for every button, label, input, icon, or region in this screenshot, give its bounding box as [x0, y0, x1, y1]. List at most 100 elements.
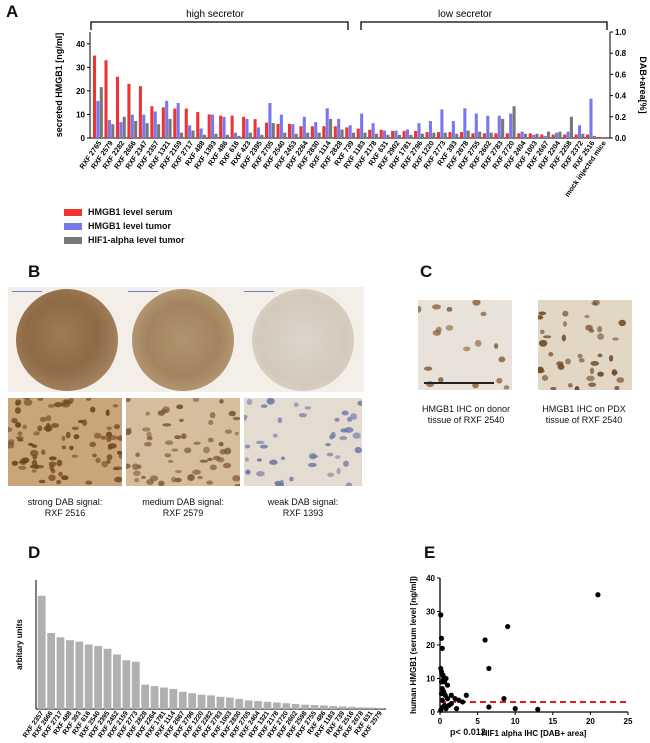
a-bar-tumor — [417, 123, 421, 138]
a-bar-hif — [352, 132, 356, 138]
e-point — [463, 692, 469, 698]
ihc-nucleus — [266, 398, 275, 405]
ihc-nucleus — [341, 410, 349, 416]
a-bar-serum — [448, 132, 452, 138]
a-ytick-label: 30 — [76, 63, 85, 72]
d-bar — [244, 700, 253, 709]
a-bar-tumor — [486, 115, 490, 138]
ihc-nucleus — [538, 339, 548, 347]
ihc-nucleus — [193, 441, 201, 445]
a-bar-tumor — [119, 122, 123, 138]
ihc-nucleus — [446, 306, 453, 312]
ihc-nucleus — [61, 445, 67, 450]
a-bar-hif — [237, 135, 241, 138]
e-point — [444, 682, 451, 688]
panel-e-xlabel: HIF1 alpha IHC [DAB+ area] — [482, 729, 587, 738]
ihc-nucleus — [184, 447, 192, 454]
a-bar-serum — [540, 134, 544, 138]
ihc-nucleus — [343, 460, 349, 467]
d-bar — [376, 707, 385, 709]
ihc-nucleus — [43, 425, 53, 432]
e-point — [459, 699, 466, 705]
d-bar — [131, 661, 140, 709]
ihc-nucleus — [224, 429, 233, 434]
ihc-nucleus — [616, 377, 625, 383]
caption-medium: medium DAB signal: RXF 2579 — [142, 497, 224, 518]
d-bar — [282, 703, 291, 709]
ihc-nucleus — [146, 431, 152, 438]
e-point — [505, 623, 511, 630]
ihc-nucleus — [86, 398, 92, 401]
ihc-nucleus — [340, 428, 349, 433]
e-xtick-label: 25 — [624, 717, 633, 726]
d-bar — [113, 654, 121, 709]
caption-strong: strong DAB signal: RXF 2516 — [27, 497, 103, 518]
e-ytick-label: 10 — [426, 675, 435, 684]
legend-label-serum: HMGB1 level serum — [88, 207, 173, 217]
e-point — [535, 706, 541, 712]
e-point — [438, 635, 445, 641]
ihc-nucleus — [37, 398, 44, 401]
a-bar-hif — [409, 134, 413, 138]
a-bar-hif — [317, 132, 321, 138]
ihc-nucleus — [71, 426, 79, 431]
ihc-nucleus — [432, 304, 441, 310]
a-bar-serum — [517, 133, 521, 138]
a-bar-hif — [99, 87, 103, 138]
ihc-nucleus — [280, 456, 286, 461]
ihc-nucleus — [472, 300, 481, 306]
a-bar-serum — [402, 130, 406, 138]
group-high-label: high secretor — [186, 9, 244, 20]
a-bar-serum — [528, 133, 532, 138]
panel-a-y2label: DAB+area[%] — [638, 56, 648, 113]
e-point — [501, 696, 507, 702]
ihc-nucleus — [561, 334, 567, 342]
ihc-nucleus — [260, 404, 268, 408]
a-bar-tumor — [463, 108, 467, 138]
ihc-nucleus — [597, 353, 603, 358]
ihc-nucleus — [289, 476, 294, 482]
a-bar-serum — [551, 134, 555, 138]
a-bar-hif — [111, 124, 115, 138]
a-bar-tumor — [543, 135, 547, 138]
a-bar-serum — [574, 134, 578, 138]
a-bar-serum — [345, 127, 349, 138]
panel-e-chart: 0 10 20 30 40 0 5 10 15 20 25 human HMGB1 (serum l… — [409, 574, 633, 738]
ihc-nucleus — [608, 354, 614, 362]
ihc-nucleus — [611, 369, 618, 376]
a-bar-tumor — [474, 113, 478, 138]
a-bar-hif — [535, 133, 539, 138]
ihc-nucleus — [272, 433, 278, 438]
ihc-nucleus — [350, 413, 357, 420]
a-bar-hif — [524, 133, 528, 138]
tma-core-weak — [240, 287, 364, 392]
ihc-nucleus — [89, 441, 97, 448]
a-bar-serum — [138, 86, 142, 138]
e-xtick-label: 15 — [548, 717, 557, 726]
ihc-nucleus — [279, 479, 284, 486]
ihc-nucleus — [113, 424, 120, 430]
a-bar-hif — [512, 106, 516, 138]
ihc-nucleus — [562, 310, 569, 317]
ihc-nucleus — [29, 464, 38, 469]
ihc-detail-strong — [8, 398, 122, 486]
ihc-nucleus — [208, 419, 214, 425]
a-bar-hif — [592, 135, 596, 138]
panel-a-chart: high secretor low secretor 0 10 20 30 40 0.0 0… — [54, 9, 648, 198]
ihc-nucleus — [256, 458, 263, 462]
ihc-nucleus — [28, 442, 34, 446]
ihc-nucleus — [105, 409, 110, 416]
ihc-nucleus — [50, 423, 60, 428]
ihc-nucleus — [293, 402, 299, 408]
e-point — [595, 592, 601, 598]
ihc-nucleus — [39, 416, 47, 422]
a-bar-serum — [333, 126, 337, 138]
ihc-nucleus — [114, 476, 122, 483]
a-bar-tumor — [451, 121, 455, 138]
ihc-nucleus — [134, 478, 140, 483]
a-bar-serum — [356, 128, 360, 138]
a-bar-serum — [437, 132, 441, 138]
ihc-nucleus — [244, 444, 251, 449]
a-bar-tumor — [142, 114, 146, 138]
ihc-nucleus — [232, 475, 240, 482]
